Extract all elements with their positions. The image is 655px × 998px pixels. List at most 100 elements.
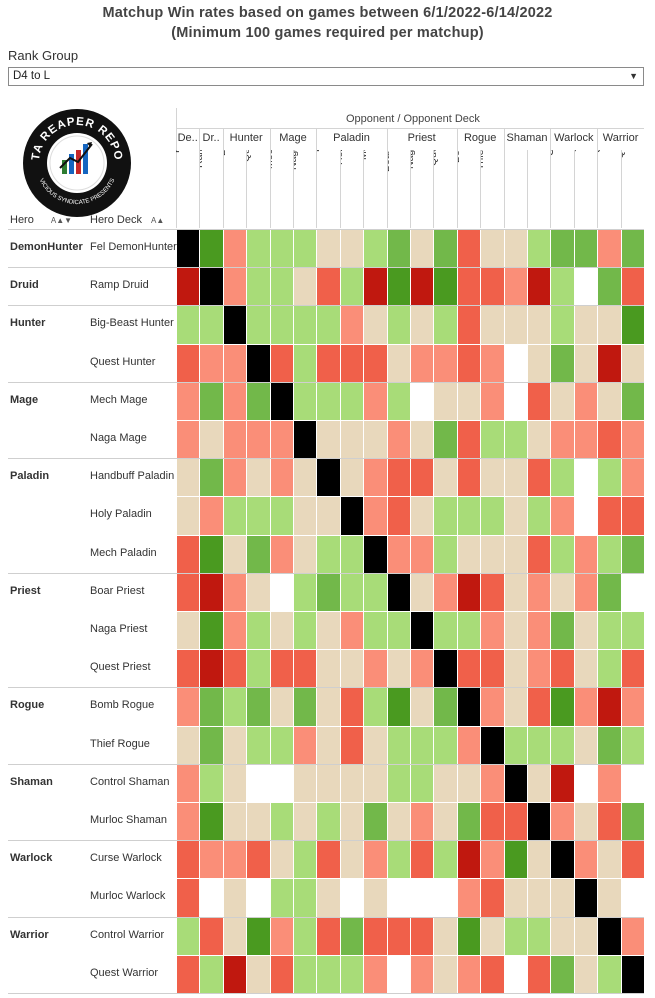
heatmap-cell[interactable]	[598, 535, 621, 573]
heatmap-cell[interactable]	[177, 955, 200, 993]
hero-deck-column-header[interactable]: Hero Deck A▲	[90, 214, 164, 226]
heatmap-cell[interactable]	[574, 535, 598, 573]
heatmap-cell[interactable]	[551, 803, 574, 841]
heatmap-cell[interactable]	[504, 344, 527, 382]
heatmap-cell[interactable]	[387, 344, 410, 382]
heatmap-cell[interactable]	[340, 764, 364, 802]
heatmap-cell[interactable]	[177, 306, 200, 344]
heatmap-cell[interactable]	[481, 879, 504, 917]
heatmap-cell[interactable]	[317, 268, 340, 306]
heatmap-cell[interactable]	[504, 879, 527, 917]
heatmap-cell[interactable]	[574, 841, 598, 879]
heatmap-cell[interactable]	[528, 764, 551, 802]
heatmap-cell[interactable]	[598, 573, 621, 611]
heatmap-cell[interactable]	[434, 688, 457, 726]
heatmap-cell[interactable]	[434, 421, 457, 459]
heatmap-cell[interactable]	[177, 230, 200, 268]
heatmap-cell[interactable]	[223, 726, 247, 764]
heatmap-cell[interactable]	[177, 879, 200, 917]
heatmap-cell[interactable]	[223, 879, 247, 917]
heatmap-cell[interactable]	[223, 535, 247, 573]
heatmap-cell[interactable]	[598, 726, 621, 764]
heatmap-cell[interactable]	[387, 688, 410, 726]
heatmap-cell[interactable]	[177, 803, 200, 841]
heatmap-cell[interactable]	[574, 650, 598, 688]
heatmap-cell[interactable]	[551, 841, 574, 879]
heatmap-cell[interactable]	[340, 497, 364, 535]
heatmap-cell[interactable]	[434, 841, 457, 879]
heatmap-cell[interactable]	[504, 612, 527, 650]
heatmap-cell[interactable]	[387, 650, 410, 688]
heatmap-cell[interactable]	[528, 688, 551, 726]
heatmap-cell[interactable]	[551, 535, 574, 573]
heatmap-cell[interactable]	[551, 917, 574, 955]
heatmap-cell[interactable]	[340, 306, 364, 344]
heatmap-cell[interactable]	[364, 268, 387, 306]
heatmap-cell[interactable]	[411, 841, 434, 879]
heatmap-cell[interactable]	[387, 841, 410, 879]
heatmap-cell[interactable]	[364, 650, 387, 688]
heatmap-cell[interactable]	[574, 268, 598, 306]
heatmap-cell[interactable]	[551, 306, 574, 344]
heatmap-cell[interactable]	[528, 612, 551, 650]
heatmap-cell[interactable]	[270, 841, 293, 879]
heatmap-cell[interactable]	[481, 688, 504, 726]
heatmap-cell[interactable]	[270, 382, 293, 420]
heatmap-cell[interactable]	[528, 917, 551, 955]
heatmap-cell[interactable]	[551, 497, 574, 535]
heatmap-cell[interactable]	[387, 573, 410, 611]
heatmap-cell[interactable]	[598, 344, 621, 382]
heatmap-cell[interactable]	[434, 535, 457, 573]
heatmap-cell[interactable]	[364, 803, 387, 841]
heatmap-cell[interactable]	[504, 573, 527, 611]
heatmap-cell[interactable]	[598, 230, 621, 268]
heatmap-cell[interactable]	[177, 497, 200, 535]
heatmap-cell[interactable]	[294, 535, 317, 573]
heatmap-cell[interactable]	[574, 688, 598, 726]
heatmap-cell[interactable]	[434, 306, 457, 344]
heatmap-cell[interactable]	[294, 917, 317, 955]
heatmap-cell[interactable]	[457, 344, 481, 382]
heatmap-cell[interactable]	[434, 650, 457, 688]
heatmap-cell[interactable]	[481, 841, 504, 879]
heatmap-cell[interactable]	[364, 688, 387, 726]
heatmap-cell[interactable]	[387, 459, 410, 497]
heatmap-cell[interactable]	[364, 841, 387, 879]
heatmap-cell[interactable]	[434, 573, 457, 611]
heatmap-cell[interactable]	[598, 421, 621, 459]
heatmap-cell[interactable]	[247, 612, 270, 650]
heatmap-cell[interactable]	[270, 573, 293, 611]
sort-icon[interactable]: A▲▼	[50, 216, 73, 225]
heatmap-cell[interactable]	[294, 688, 317, 726]
heatmap-cell[interactable]	[270, 344, 293, 382]
heatmap-cell[interactable]	[457, 803, 481, 841]
heatmap-cell[interactable]	[317, 382, 340, 420]
heatmap-cell[interactable]	[457, 841, 481, 879]
heatmap-cell[interactable]	[340, 573, 364, 611]
heatmap-cell[interactable]	[457, 459, 481, 497]
heatmap-cell[interactable]	[528, 726, 551, 764]
heatmap-cell[interactable]	[434, 459, 457, 497]
heatmap-cell[interactable]	[411, 382, 434, 420]
heatmap-cell[interactable]	[574, 879, 598, 917]
heatmap-cell[interactable]	[504, 421, 527, 459]
heatmap-cell[interactable]	[340, 421, 364, 459]
heatmap-cell[interactable]	[223, 306, 247, 344]
heatmap-cell[interactable]	[411, 306, 434, 344]
heatmap-cell[interactable]	[270, 459, 293, 497]
heatmap-cell[interactable]	[340, 382, 364, 420]
heatmap-cell[interactable]	[574, 497, 598, 535]
heatmap-cell[interactable]	[294, 803, 317, 841]
heatmap-cell[interactable]	[387, 879, 410, 917]
heatmap-cell[interactable]	[598, 306, 621, 344]
heatmap-cell[interactable]	[457, 688, 481, 726]
rank-group-dropdown[interactable]: D4 to L ▼	[8, 67, 644, 86]
heatmap-cell[interactable]	[504, 230, 527, 268]
heatmap-cell[interactable]	[551, 573, 574, 611]
heatmap-cell[interactable]	[481, 917, 504, 955]
heatmap-cell[interactable]	[621, 421, 644, 459]
heatmap-cell[interactable]	[387, 612, 410, 650]
heatmap-cell[interactable]	[621, 459, 644, 497]
heatmap-cell[interactable]	[200, 879, 223, 917]
heatmap-cell[interactable]	[270, 612, 293, 650]
